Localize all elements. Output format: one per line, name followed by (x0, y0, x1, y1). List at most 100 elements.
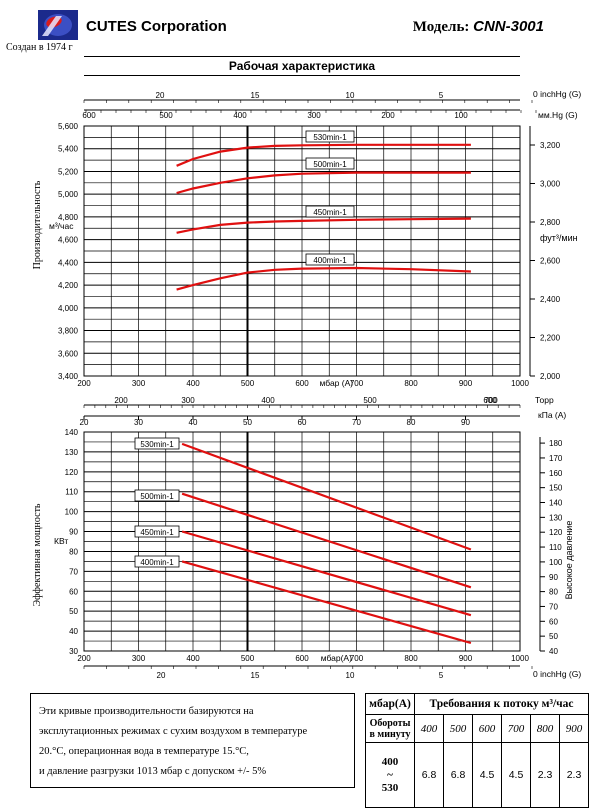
y-tick-label: 50 (69, 607, 78, 616)
model-prefix: Модель: (412, 19, 470, 35)
right-tick-label: 2,800 (540, 218, 561, 227)
mmhg-tick-label: 300 (307, 111, 321, 120)
founded-text: Создан в 1974 г (6, 42, 73, 53)
spec-flow-cell: 6.8 (414, 742, 444, 808)
series-label-box (134, 525, 180, 538)
y-tick-label: 4,200 (58, 281, 79, 290)
inchhg-tick-label: 20 (156, 91, 165, 100)
model-label: Модель: CNN-3001 (413, 18, 544, 36)
series-label: 500min-1 (313, 160, 347, 169)
x-tick-label: 700 (350, 379, 364, 388)
kpa-axis-label: кПа (А) (538, 410, 566, 420)
right-tick-label: 70 (549, 602, 558, 611)
bottom-inchhg-axis-label: 0 inchHg (G) (533, 669, 581, 679)
mmhg-tick-label: 500 (159, 111, 173, 120)
y-axis-unit: м³/час (49, 221, 74, 231)
mmhg-axis-label: мм.Hg (G) (538, 110, 578, 120)
bottom-inchhg-tick-label: 10 (346, 671, 355, 680)
model-value: CNN-3001 (473, 18, 544, 35)
note-line-3: 20.°С, операционная вода в температуре 1… (39, 746, 249, 757)
right-tick-label: 130 (549, 513, 563, 522)
y-tick-label: 90 (69, 528, 78, 537)
y-tick-label: 3,600 (58, 349, 79, 358)
series-line (181, 492, 472, 589)
x-tick-label: 600 (295, 379, 309, 388)
kpa-tick-label: 70 (352, 418, 361, 427)
y-tick-label: 4,800 (58, 213, 79, 222)
bottom-inchhg-tick-label: 15 (251, 671, 260, 680)
y-tick-label: 140 (65, 428, 79, 437)
series-line (181, 442, 472, 551)
spec-flow-cell: 4.5 (501, 742, 531, 808)
kpa-tick-label: 80 (407, 418, 416, 427)
spec-pressure-cell: 400 (414, 714, 444, 743)
y-tick-label: 3,400 (58, 372, 79, 381)
inchhg-tick-label: 5 (439, 91, 444, 100)
plot-frame (83, 431, 521, 652)
torr-tick-label: 300 (181, 396, 195, 405)
series-label: 450min-1 (140, 528, 174, 537)
bottom-inchhg-tick-label: 20 (157, 671, 166, 680)
spec-requirement-header: Требования к потоку м³/час (414, 693, 589, 715)
right-tick-label: 2,600 (540, 257, 561, 266)
inchhg-axis-label: 0 inchHg (G) (533, 89, 581, 99)
series-line (181, 560, 472, 645)
spec-pressure-cell: 500 (443, 714, 473, 743)
spec-flow-cell: 2.3 (559, 742, 589, 808)
spec-flow-cell: 4.5 (472, 742, 502, 808)
spec-flow-cell: 6.8 (443, 742, 473, 808)
note-line-4: и давление разгрузки 1013 мбар с допуско… (39, 766, 267, 777)
x-tick-label: 200 (77, 379, 91, 388)
x-tick-label: 600 (295, 654, 309, 663)
x-tick-label: 900 (459, 379, 473, 388)
x-tick-label: 1000 (511, 379, 529, 388)
right-tick-label: 150 (549, 484, 563, 493)
series-label: 500min-1 (140, 492, 174, 501)
series-line (176, 266, 471, 291)
rpm-max: 530 (381, 781, 399, 794)
y-tick-label: 110 (65, 488, 78, 497)
right-tick-label: 170 (549, 454, 563, 463)
kpa-tick-label: 90 (461, 418, 470, 427)
series-label: 400min-1 (313, 256, 347, 265)
x-tick-label: 900 (459, 654, 473, 663)
inchhg-tick-label: 15 (251, 91, 260, 100)
rpm-sep: ~ (387, 768, 393, 781)
y-tick-label: 4,000 (58, 304, 79, 313)
y-tick-label: 40 (69, 627, 78, 636)
kpa-tick-label: 40 (189, 418, 198, 427)
spec-pressure-cell: 600 (472, 714, 502, 743)
y-tick-label: 5,600 (58, 122, 79, 131)
series-label-box (305, 130, 355, 143)
kpa-tick-label: 50 (243, 418, 252, 427)
rpm-min: 400 (381, 755, 399, 768)
series-label-box (305, 205, 355, 218)
series-line (176, 217, 471, 234)
series-label: 450min-1 (313, 208, 347, 217)
series-label-box (134, 555, 180, 568)
chart-headline: Рабочая характеристика (84, 56, 520, 76)
mmhg-tick-label: 200 (381, 111, 395, 120)
kpa-tick-label: 20 (80, 418, 89, 427)
note-line-2: эксплутационных режимах с сухим воздухом… (39, 726, 308, 737)
series-line (181, 530, 472, 617)
inchhg-tick-label: 10 (346, 91, 355, 100)
right-tick-label: 50 (549, 632, 558, 641)
right-tick-label: 3,000 (540, 180, 561, 189)
x-tick-label: 300 (132, 379, 146, 388)
x-tick-label: 300 (132, 654, 146, 663)
y-tick-label: 5,400 (58, 145, 79, 154)
right-tick-label: 110 (549, 543, 562, 552)
power-chart: 200 300 400 500 600 700 800 900 1000304050607080… (32, 395, 581, 680)
y-tick-label: 5,200 (58, 167, 79, 176)
right-tick-label: 100 (549, 558, 563, 567)
torr-tick-label: 400 (261, 396, 275, 405)
x-tick-label: 700 (350, 654, 364, 663)
right-tick-label: 60 (549, 617, 558, 626)
y-tick-label: 4,400 (58, 258, 79, 267)
x-axis-label: мбар (А) (320, 378, 354, 388)
spec-pressure-cell: 800 (530, 714, 560, 743)
performance-charts: 200 300 400 500 600 700 800 900 10003,4003,6003,… (32, 89, 581, 680)
x-tick-label: 500 (241, 379, 255, 388)
y-tick-label: 120 (65, 468, 79, 477)
